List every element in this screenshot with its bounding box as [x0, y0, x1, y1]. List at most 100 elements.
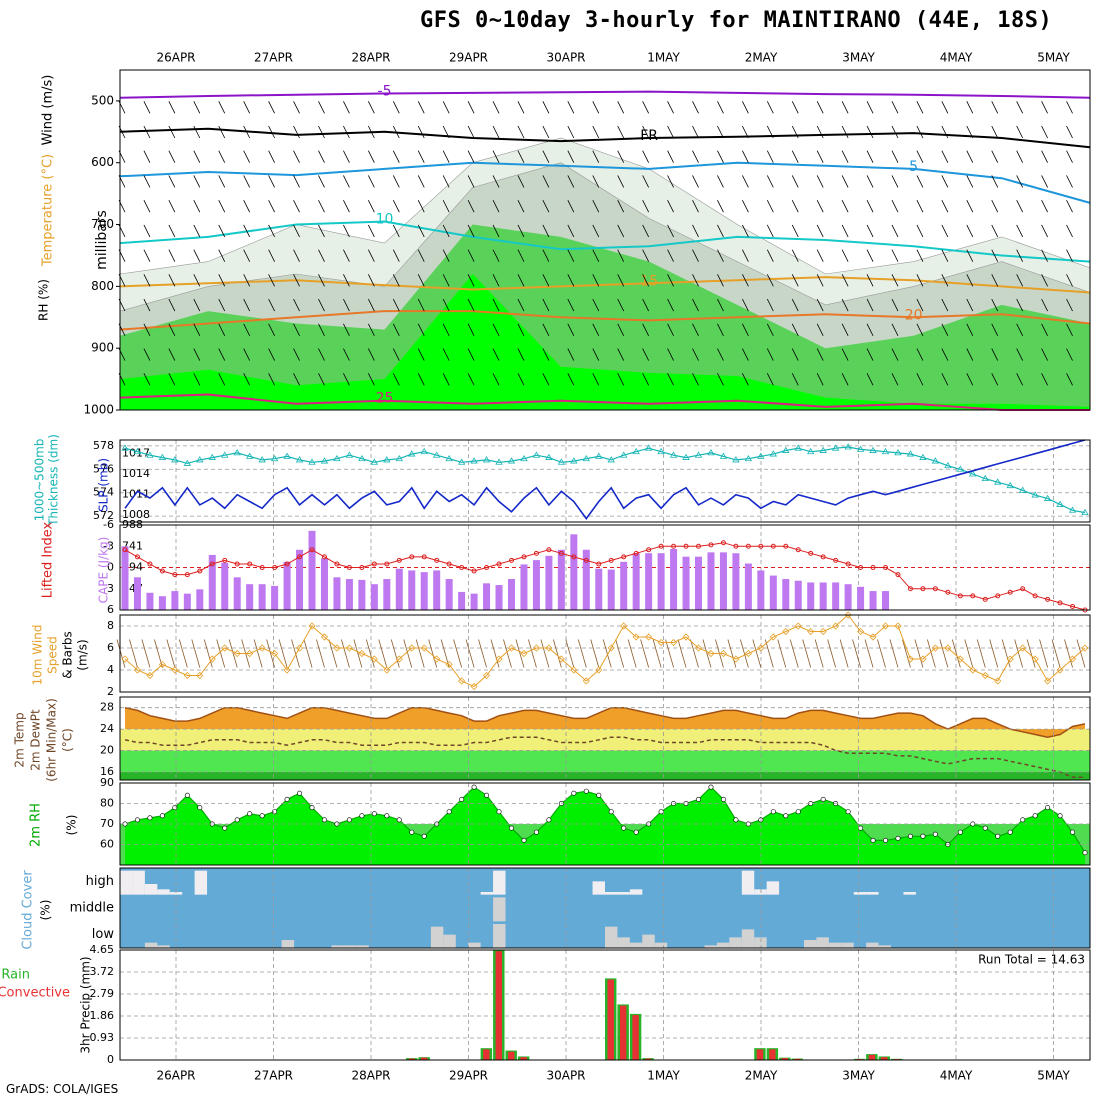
thickness-point	[669, 451, 678, 458]
wind-barb	[567, 125, 575, 139]
cape-bar	[320, 558, 328, 610]
lifted-index-point	[633, 550, 639, 556]
wind-barb	[617, 348, 625, 361]
wind-barb	[492, 224, 500, 238]
cloud-label: Cloud Cover	[21, 870, 36, 950]
wind-barb	[442, 101, 450, 114]
wind-barb	[841, 224, 849, 238]
wind-barb	[517, 101, 525, 114]
lifted-index-point	[533, 550, 539, 556]
wind-barb-10m	[739, 639, 749, 668]
wind-barb	[791, 101, 799, 114]
cape-bar	[308, 530, 316, 610]
rh-tick: 90	[100, 776, 114, 789]
thickness-point	[283, 452, 291, 459]
wind-barb	[866, 373, 874, 386]
thickness-point	[333, 454, 341, 462]
wind-speed-point	[694, 644, 703, 652]
rh-point	[633, 829, 639, 835]
rh-point	[272, 809, 278, 815]
wind-barb	[417, 249, 425, 262]
wind-speed-point	[133, 666, 142, 674]
temp-line	[124, 706, 1086, 738]
wind-barb	[542, 323, 550, 336]
rh-point	[608, 809, 614, 815]
cloud-bar-high	[617, 892, 630, 895]
wind-barb-10m	[789, 639, 799, 668]
wind-barb	[916, 249, 924, 262]
wind-barb	[692, 298, 699, 312]
lifted-index-point	[259, 565, 265, 570]
wind-barb	[467, 298, 475, 312]
date-label-top: 27APR	[254, 51, 293, 65]
rh-point	[371, 811, 377, 817]
lifted-index-point	[646, 547, 652, 553]
wind-barb	[417, 101, 425, 114]
cape-bar	[532, 560, 540, 610]
wind-barb	[916, 150, 924, 163]
rh-point	[396, 817, 402, 823]
wind-barb	[168, 200, 176, 213]
wind-barb	[841, 175, 849, 188]
wind-barb	[392, 298, 400, 312]
wind-barb	[742, 298, 749, 312]
slp-tick: 1014	[122, 467, 150, 480]
wind-barb	[318, 125, 325, 139]
slp-line	[124, 439, 1086, 520]
wind-barb	[367, 323, 375, 336]
wind-barb	[717, 150, 724, 163]
rh-point	[421, 833, 427, 839]
wind-barb	[467, 175, 475, 188]
date-label-bottom: 28APR	[351, 1069, 390, 1083]
wind-barb	[766, 224, 774, 238]
thickness-point	[944, 461, 952, 469]
wind-barb-10m	[702, 639, 712, 668]
thickness-point	[707, 449, 715, 456]
thickness-tick: 572	[93, 509, 114, 522]
wind-barb	[442, 348, 450, 361]
lifted-index-point	[621, 554, 627, 560]
precip-total-label: Total / Rain	[0, 968, 30, 983]
thickness-point	[819, 446, 827, 453]
wind-barb	[816, 298, 824, 312]
wind-speed-point	[744, 649, 752, 658]
wind-barb	[168, 175, 176, 188]
wind-barb	[766, 298, 774, 312]
wind-speed-point	[1006, 655, 1014, 663]
wind-barb	[218, 274, 226, 287]
rh-label: 2m RH	[29, 803, 44, 847]
wind-barb	[866, 125, 874, 139]
rh-point	[1007, 829, 1013, 835]
wind-barb	[592, 323, 600, 336]
thickness-point	[807, 447, 815, 455]
wind-barb	[742, 200, 749, 213]
thickness-point	[831, 444, 840, 451]
wind-barb	[193, 224, 201, 238]
wind-barb-10m	[341, 639, 350, 668]
wind-barb	[592, 101, 600, 114]
date-label-bottom: 26APR	[156, 1069, 195, 1083]
wind-barb	[367, 175, 375, 188]
thickness-point	[532, 451, 541, 458]
lifted-index-point	[957, 593, 963, 599]
wind-barb	[392, 200, 400, 213]
lifted-index-line	[124, 542, 1086, 611]
li-tick: 0	[107, 561, 114, 574]
wind-barb	[168, 373, 176, 386]
wind-barb	[467, 150, 475, 163]
wind-barb	[492, 373, 500, 386]
rh-tick: 60	[100, 838, 114, 851]
wind-barb	[941, 150, 949, 163]
lifted-index-point	[409, 554, 415, 560]
wind-barb-10m	[976, 639, 986, 668]
wind-barb	[891, 175, 899, 188]
wind-barb	[991, 224, 999, 238]
lifted-index-point	[222, 557, 228, 563]
wind-barb	[193, 373, 201, 386]
cloud-bar-low	[281, 940, 295, 948]
ua-tick-label: 500	[91, 93, 114, 107]
t2-frame	[119, 696, 1091, 781]
wind-barb	[243, 298, 251, 312]
rh-point	[521, 837, 527, 843]
wind-speed-point	[258, 644, 266, 652]
